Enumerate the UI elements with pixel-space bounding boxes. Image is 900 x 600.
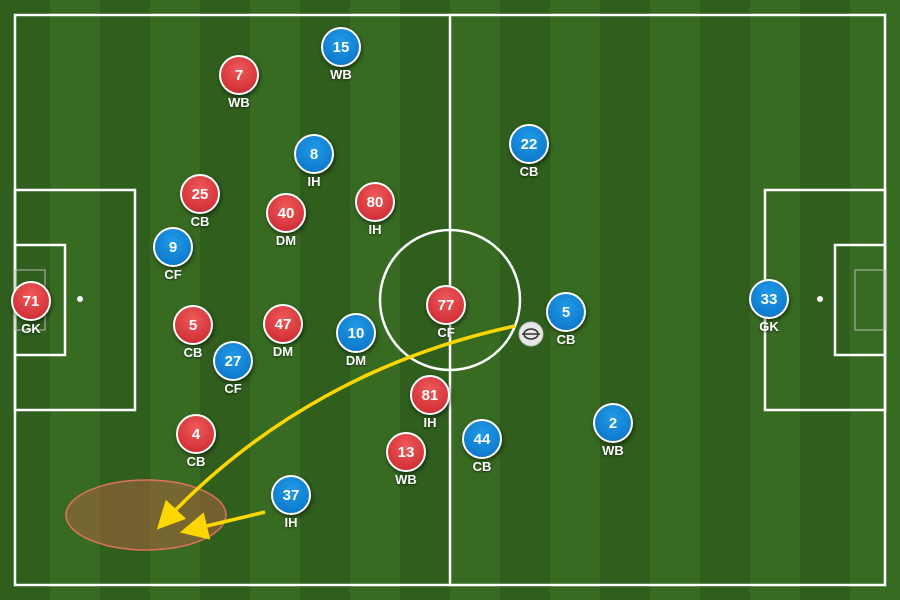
player-number: 77	[426, 285, 466, 325]
grass-stripe	[350, 0, 400, 600]
grass-stripe	[700, 0, 750, 600]
player-number: 71	[11, 281, 51, 321]
player-role: CF	[224, 381, 242, 396]
player-number: 2	[593, 403, 633, 443]
player-number: 9	[153, 227, 193, 267]
player-number: 5	[546, 292, 586, 332]
player-number: 15	[321, 27, 361, 67]
player-role: CB	[519, 164, 539, 179]
player-role: CB	[190, 214, 210, 229]
player-number: 40	[266, 193, 306, 233]
player-number: 5	[173, 305, 213, 345]
player-number: 8	[294, 134, 334, 174]
player-number: 27	[213, 341, 253, 381]
player-number: 4	[176, 414, 216, 454]
football-icon[interactable]	[518, 321, 544, 347]
right-goal	[854, 269, 886, 331]
grass-stripe	[500, 0, 550, 600]
player-role: CF	[437, 325, 455, 340]
player-number: 33	[749, 279, 789, 319]
center-circle	[378, 228, 522, 372]
player-role: IH	[368, 222, 382, 237]
player-number: 37	[271, 475, 311, 515]
player-number: 25	[180, 174, 220, 214]
player-role: CB	[472, 459, 492, 474]
player-role: WB	[602, 443, 624, 458]
run-arrow	[179, 510, 266, 540]
player-role: CB	[183, 345, 203, 360]
player-role: GK	[21, 321, 41, 336]
player-role: WB	[330, 67, 352, 82]
player-number: 7	[219, 55, 259, 95]
player-role: IH	[423, 415, 437, 430]
player-number: 22	[509, 124, 549, 164]
grass-stripe	[650, 0, 700, 600]
player-number: 10	[336, 313, 376, 353]
grass-stripe	[800, 0, 850, 600]
player-number: 13	[386, 432, 426, 472]
player-role: DM	[275, 233, 297, 248]
player-role: DM	[345, 353, 367, 368]
player-role: CB	[186, 454, 206, 469]
player-role: IH	[284, 515, 298, 530]
player-role: GK	[759, 319, 779, 334]
grass-stripe	[600, 0, 650, 600]
player-number: 80	[355, 182, 395, 222]
player-number: 47	[263, 304, 303, 344]
player-role: WB	[395, 472, 417, 487]
grass-stripe	[300, 0, 350, 600]
player-role: WB	[228, 95, 250, 110]
left-penalty-spot	[77, 296, 83, 302]
player-number: 44	[462, 419, 502, 459]
player-role: CB	[556, 332, 576, 347]
pass-arrow	[156, 324, 516, 530]
player-role: IH	[307, 174, 321, 189]
target-zone	[65, 479, 227, 551]
player-number: 81	[410, 375, 450, 415]
player-role: CF	[164, 267, 182, 282]
player-role: DM	[272, 344, 294, 359]
right-penalty-spot	[817, 296, 823, 302]
grass-stripe	[850, 0, 900, 600]
